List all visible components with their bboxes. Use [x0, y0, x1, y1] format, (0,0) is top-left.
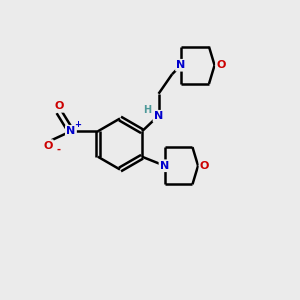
Text: N: N [176, 60, 186, 70]
Text: N: N [154, 111, 163, 121]
Text: O: O [54, 101, 64, 111]
Text: N: N [66, 126, 76, 136]
Text: -: - [56, 145, 60, 155]
Text: O: O [43, 141, 52, 151]
Text: N: N [160, 161, 169, 171]
Text: O: O [200, 161, 209, 171]
Text: O: O [217, 60, 226, 70]
Text: H: H [143, 105, 151, 115]
Text: +: + [74, 120, 81, 129]
